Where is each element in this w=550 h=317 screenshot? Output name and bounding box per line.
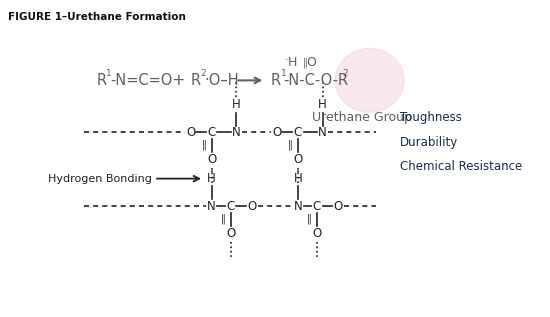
Text: O: O xyxy=(272,126,282,139)
Text: R: R xyxy=(271,73,281,88)
Text: -N=C=O: -N=C=O xyxy=(110,73,173,88)
Text: ‖: ‖ xyxy=(307,214,312,224)
Text: N: N xyxy=(232,126,241,139)
Text: C: C xyxy=(227,200,235,213)
Text: O: O xyxy=(312,227,322,240)
Text: H: H xyxy=(207,172,216,185)
Text: H: H xyxy=(293,172,302,185)
Text: ‖: ‖ xyxy=(288,140,293,151)
Text: FIGURE 1–Urethane Formation: FIGURE 1–Urethane Formation xyxy=(8,12,185,22)
Text: ‖: ‖ xyxy=(221,214,225,224)
Text: O: O xyxy=(207,153,216,166)
Text: C: C xyxy=(207,126,216,139)
Text: R: R xyxy=(190,73,201,88)
Text: ‖: ‖ xyxy=(303,57,308,68)
Text: O: O xyxy=(293,153,303,166)
Text: ··: ·· xyxy=(284,56,289,65)
Text: Chemical Resistance: Chemical Resistance xyxy=(400,160,522,173)
Text: O: O xyxy=(226,227,235,240)
Text: ·O–H: ·O–H xyxy=(204,73,239,88)
Text: O: O xyxy=(186,126,195,139)
Text: Urethane Group: Urethane Group xyxy=(312,111,412,124)
Text: H: H xyxy=(318,99,327,112)
Text: Toughness: Toughness xyxy=(400,111,462,124)
Text: 1: 1 xyxy=(106,69,112,78)
Text: 1: 1 xyxy=(280,69,287,78)
Text: O: O xyxy=(306,56,316,69)
Text: N: N xyxy=(293,200,302,213)
Text: Hydrogen Bonding: Hydrogen Bonding xyxy=(48,174,152,184)
Text: -N-C-O-R: -N-C-O-R xyxy=(283,73,349,88)
Text: C: C xyxy=(313,200,321,213)
Ellipse shape xyxy=(335,49,404,112)
Text: N: N xyxy=(318,126,327,139)
Text: O: O xyxy=(333,200,343,213)
Text: H: H xyxy=(287,56,297,69)
Text: 2: 2 xyxy=(200,69,206,78)
Text: +: + xyxy=(171,73,185,88)
Text: 2: 2 xyxy=(343,69,349,78)
Text: H: H xyxy=(232,99,241,112)
Text: C: C xyxy=(294,126,302,139)
Text: O: O xyxy=(247,200,256,213)
Text: ‖: ‖ xyxy=(201,140,206,151)
Text: R: R xyxy=(97,73,107,88)
Text: N: N xyxy=(207,200,216,213)
Text: Durability: Durability xyxy=(400,136,459,149)
